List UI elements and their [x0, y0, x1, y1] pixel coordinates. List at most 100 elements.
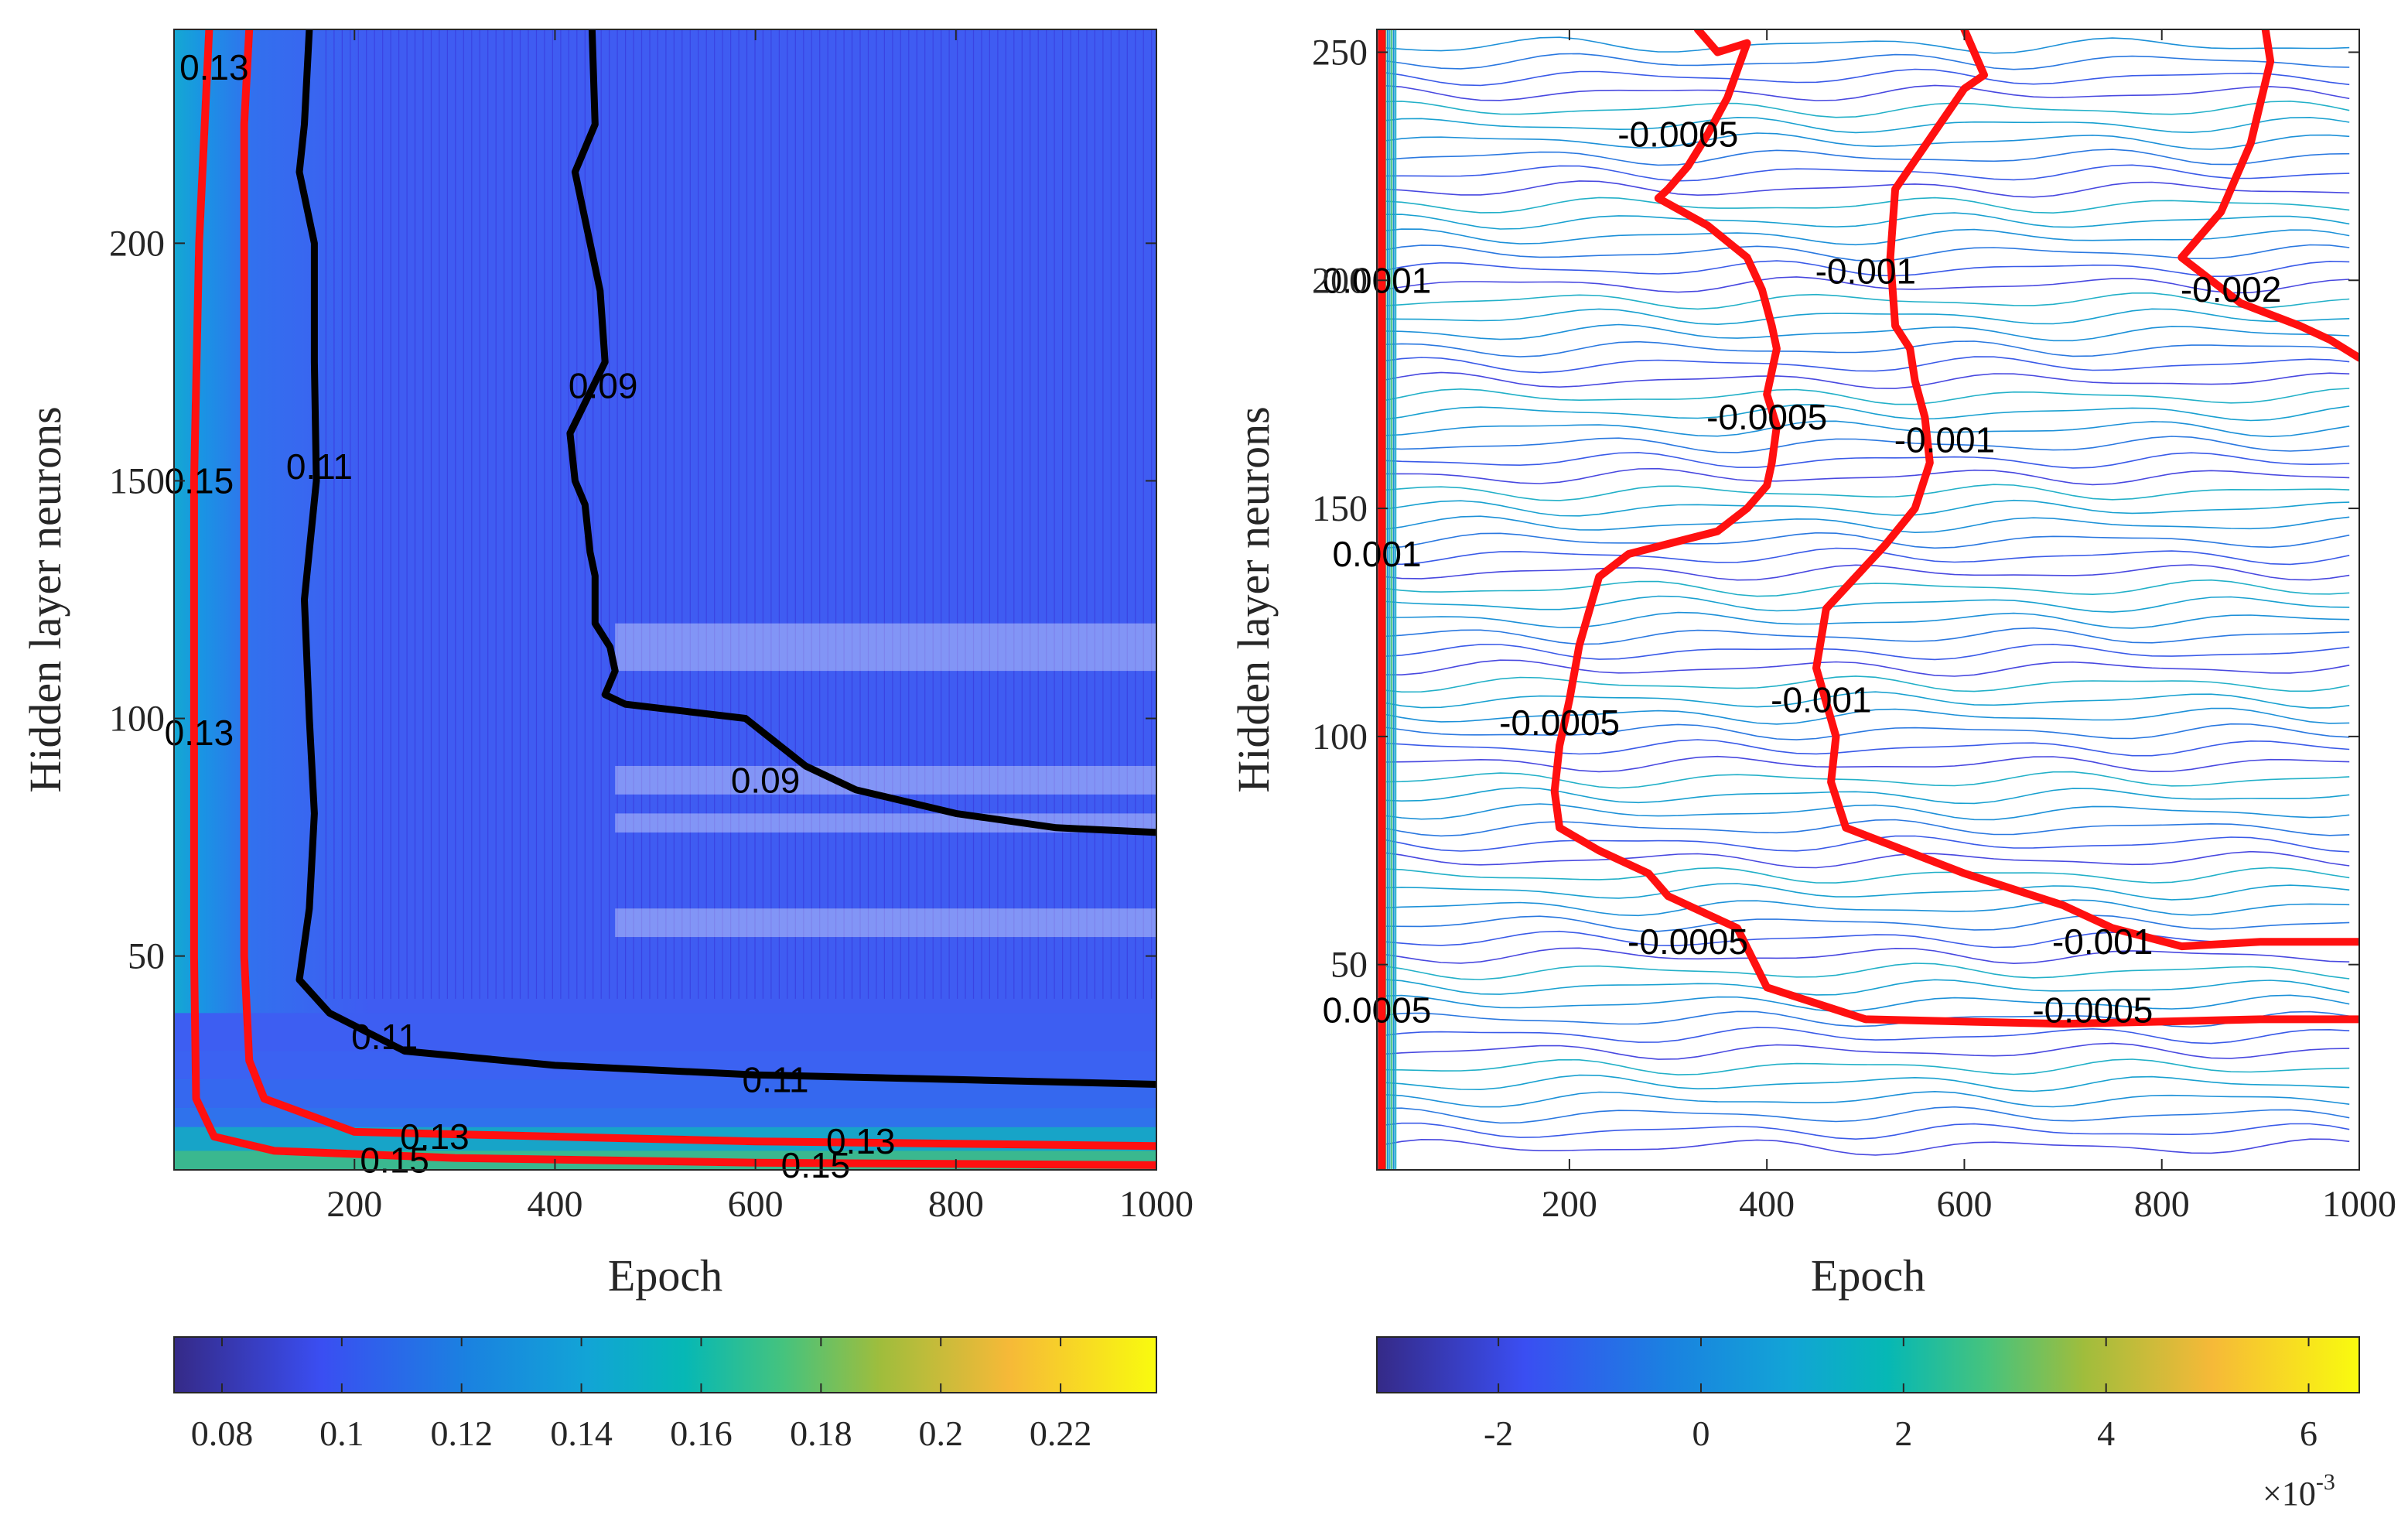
left-contour-gap	[615, 623, 1156, 672]
left-contour-line	[829, 29, 837, 999]
left-contour-line	[798, 29, 804, 999]
left-x-axis-label: Epoch	[608, 1250, 722, 1301]
left-contour-line	[429, 29, 432, 999]
left-contour-line	[910, 29, 917, 999]
left-contour-line	[517, 29, 521, 999]
right-contour-line	[1382, 356, 2350, 374]
right-contour-label: -0.001	[2052, 921, 2153, 962]
right-contour-line	[1382, 1138, 2350, 1156]
left-contour-line	[989, 29, 999, 999]
right-contour-line	[1382, 515, 2350, 534]
left-contour-line	[893, 29, 901, 999]
right-contour-line	[1382, 436, 2350, 453]
left-y-tick-label: 200	[109, 223, 165, 264]
right-contour-line	[1382, 787, 2350, 805]
left-x-tick-label: 600	[728, 1184, 784, 1225]
right-contour-line	[1382, 260, 2350, 278]
right-contour-line	[1382, 132, 2350, 150]
right-contour-line	[1382, 1058, 2350, 1075]
right-contour-line	[1382, 963, 2350, 980]
left-contour-line	[765, 29, 772, 999]
right-contour-line	[1382, 707, 2350, 725]
left-contour-label: 0.11	[351, 1017, 418, 1057]
right-contour-line	[1382, 212, 2350, 230]
left-contour-line	[934, 29, 942, 999]
right-contour-line	[1382, 1090, 2350, 1108]
right-contour-line	[1382, 659, 2350, 677]
left-contour-line	[774, 29, 780, 999]
left-contour-line	[332, 29, 335, 999]
right-contour-label: -0.001	[1771, 680, 1871, 720]
left-contour-line	[541, 29, 545, 999]
left-contour-line	[965, 29, 975, 999]
right-colorbar-multiplier-base: ×10	[2263, 1475, 2316, 1513]
left-colorbar-tick-label: 0.2	[918, 1414, 963, 1453]
left-contour-0p13	[240, 29, 1156, 1151]
left-contour-line	[396, 29, 400, 999]
right-contour-label: -0.0005	[2032, 990, 2153, 1031]
right-contour-line	[1382, 850, 2350, 869]
left-contour-line	[862, 29, 869, 999]
left-contour-gap	[615, 908, 1156, 938]
left-contour-band	[174, 1079, 1156, 1109]
right-contour-line	[1382, 68, 2350, 87]
right-x-tick-label: 600	[1936, 1184, 1992, 1225]
right-plot-background	[1377, 29, 2359, 1170]
left-contour-line	[508, 29, 513, 999]
left-y-tick-label: 100	[109, 699, 165, 740]
right-contour-line	[1382, 771, 2350, 789]
right-contour-line	[1382, 116, 2350, 134]
left-plot-frame	[173, 29, 1157, 1171]
left-contour-labels: 0.130.15 0.110.090.130.090.110.110.130.15…	[165, 47, 896, 1185]
left-contour-line	[356, 29, 359, 999]
right-contour-line	[1382, 611, 2350, 629]
left-contour-line	[950, 29, 958, 999]
left-contour-line	[693, 29, 699, 999]
left-contour-line	[741, 29, 748, 999]
right-contour-line	[1382, 371, 2350, 389]
left-contour-line	[340, 29, 343, 999]
left-y-tick-label: 150	[109, 460, 165, 501]
left-contour-line	[845, 29, 853, 999]
left-contour-line	[436, 29, 440, 999]
left-plot-background	[174, 29, 1156, 1170]
right-contour-line	[1382, 595, 2350, 613]
right-y-tick-label: 200	[1312, 260, 1368, 301]
right-colorbar-ticks: -2 0 2 4 6	[1484, 1337, 2317, 1453]
right-contour-line	[1382, 532, 2350, 549]
left-colorbar-tick-label: 0.14	[550, 1414, 613, 1453]
right-contour-line	[1382, 947, 2350, 965]
right-x-tick-label: 800	[2134, 1184, 2190, 1225]
right-contour-line	[1382, 164, 2350, 182]
left-contour-line	[853, 29, 861, 999]
left-axes-ticks: 200 400 600 800 1000 50 100 150 200	[109, 29, 1194, 1225]
right-colorbar-tick-label: 4	[2097, 1414, 2115, 1453]
right-contour-line	[1382, 979, 2350, 996]
left-contour-gap	[615, 765, 1156, 795]
right-contour-line	[1382, 499, 2350, 517]
left-contour-line	[444, 29, 448, 999]
left-contour-line	[484, 29, 489, 999]
right-contour-label: -0.001	[1894, 420, 1995, 460]
left-contour-line	[381, 29, 384, 999]
right-contour-line	[1382, 100, 2350, 118]
left-contour-line	[420, 29, 424, 999]
right-colorbar-multiplier: ×10-3	[2263, 1469, 2335, 1513]
right-contour-line	[1382, 835, 2350, 853]
left-contour-0p09	[566, 29, 1156, 836]
left-contour-line	[405, 29, 408, 999]
left-contour-line	[998, 29, 1006, 999]
left-contour-line	[637, 29, 643, 999]
left-contour-line	[1142, 29, 1153, 999]
left-contour-line	[805, 29, 812, 999]
right-contour-label: -0.001	[1815, 251, 1916, 291]
left-x-tick-label: 400	[527, 1184, 582, 1225]
left-contour-line	[877, 29, 885, 999]
right-y-axis-label: Hidden layer neurons	[1228, 406, 1279, 792]
right-x-tick-label: 1000	[2322, 1184, 2396, 1225]
left-contour-label: 0.13	[826, 1121, 896, 1161]
left-contour-line	[941, 29, 950, 999]
right-axes-ticks: 200 400 600 800 1000 50 100 150 200 250	[1312, 29, 2396, 1225]
right-contour-line	[1382, 691, 2350, 709]
left-contour-label: 0.13	[400, 1116, 470, 1157]
